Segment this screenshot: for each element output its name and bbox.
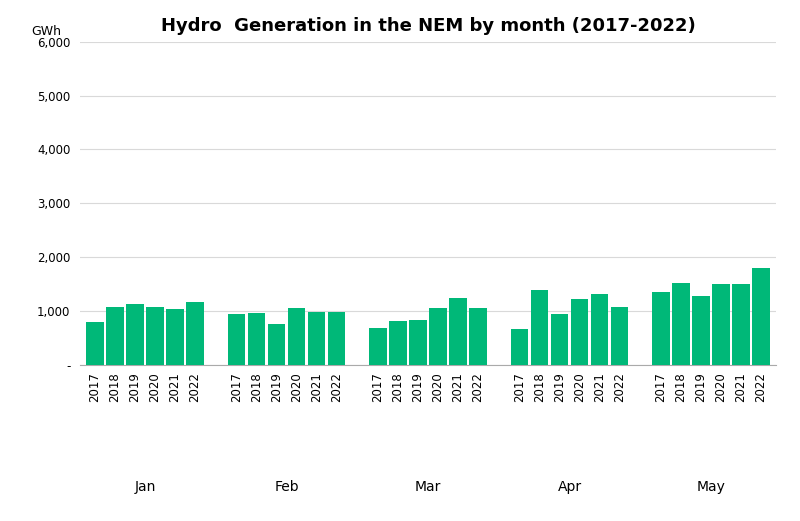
Text: May: May — [697, 480, 726, 494]
Title: Hydro  Generation in the NEM by month (2017-2022): Hydro Generation in the NEM by month (20… — [161, 17, 695, 34]
Bar — [186, 302, 204, 365]
Bar — [409, 320, 426, 365]
Bar — [166, 309, 184, 365]
Bar — [610, 306, 628, 365]
Bar — [389, 320, 406, 365]
Bar — [550, 314, 568, 365]
Bar — [308, 312, 326, 365]
Bar — [86, 321, 104, 365]
Bar — [470, 307, 487, 365]
Bar — [732, 284, 750, 365]
Bar — [146, 307, 164, 365]
Bar — [590, 294, 608, 365]
Bar — [126, 304, 144, 365]
Bar — [369, 328, 386, 365]
Bar — [328, 312, 346, 365]
Bar — [288, 308, 306, 365]
Bar — [530, 290, 548, 365]
Text: GWh: GWh — [31, 26, 62, 39]
Bar — [570, 299, 588, 365]
Bar — [712, 284, 730, 365]
Text: Jan: Jan — [134, 480, 156, 494]
Bar — [672, 283, 690, 365]
Bar — [652, 292, 670, 365]
Bar — [228, 314, 246, 365]
Bar — [248, 313, 266, 365]
Bar — [430, 307, 447, 365]
Bar — [692, 296, 710, 365]
Text: Feb: Feb — [274, 480, 299, 494]
Bar — [752, 268, 770, 365]
Bar — [106, 307, 124, 365]
Bar — [510, 329, 528, 365]
Text: Mar: Mar — [415, 480, 441, 494]
Bar — [450, 298, 467, 365]
Bar — [268, 324, 286, 365]
Text: Apr: Apr — [558, 480, 582, 494]
